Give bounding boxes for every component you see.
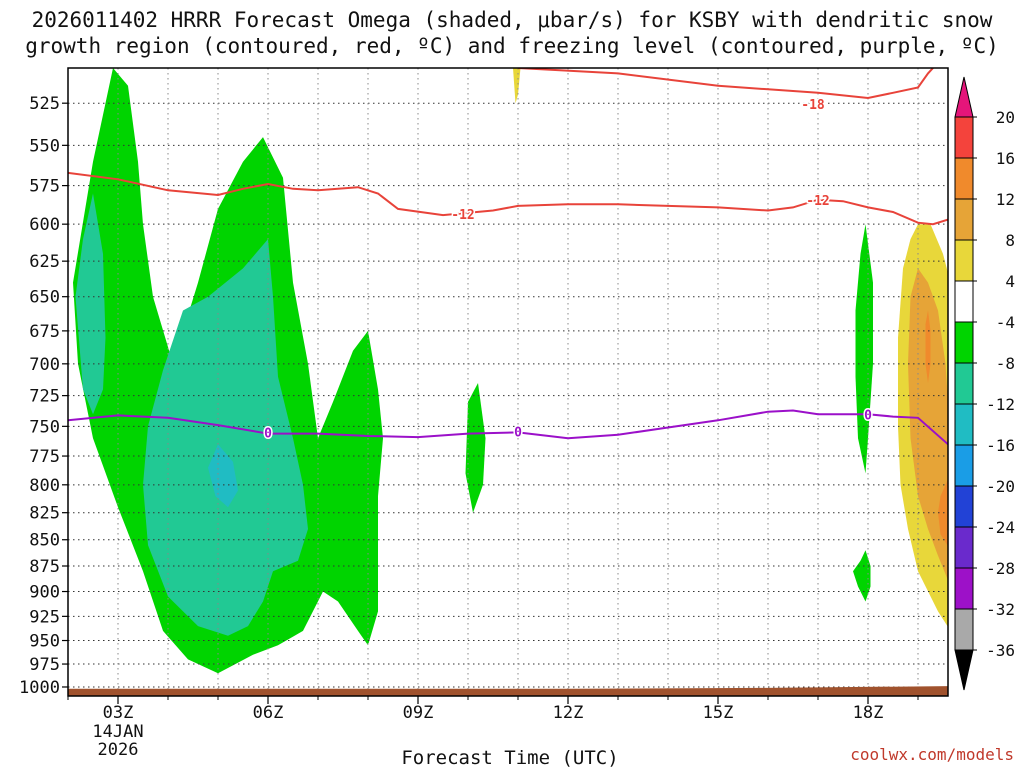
red-contour-0 <box>517 68 934 100</box>
omega-region-4 <box>513 68 521 104</box>
temperature-contours: -18 -12 0 0 0 -12 <box>68 68 948 446</box>
red-contour-label-1: -12 <box>451 208 474 223</box>
colorbar: 20 16 12 8 4 -4 -8 -12 -16 -20 -24 -28 -32 -36 <box>954 76 1015 691</box>
colorbar-label-3: 8 <box>1005 231 1015 250</box>
y-tick-label-725: 725 <box>29 387 60 407</box>
omega-region-1 <box>143 239 308 636</box>
y-tick-label-875: 875 <box>29 557 60 577</box>
y-tick-label-975: 975 <box>29 655 60 675</box>
terrain-fill <box>68 686 948 696</box>
colorbar-bin-7 <box>954 403 974 446</box>
colorbar-label-5: -4 <box>996 313 1015 332</box>
purple-contour-0 <box>68 409 948 446</box>
grid-lines <box>67 68 948 696</box>
colorbar-label-9: -20 <box>986 477 1015 496</box>
omega-region-3 <box>208 444 238 508</box>
x-tick-label-03Z: 03Z <box>103 703 134 723</box>
colorbar-bin-5 <box>954 321 974 364</box>
chart-title-line-2: growth region (contoured, red, ºC) and f… <box>25 34 999 58</box>
colorbar-label-6: -8 <box>996 354 1015 373</box>
colorbar-bin-0 <box>954 116 974 159</box>
colorbar-over-triangle <box>954 76 974 118</box>
colorbar-label-11: -28 <box>986 559 1015 578</box>
colorbar-label-1: 16 <box>996 149 1015 168</box>
omega-region-10 <box>925 310 931 383</box>
x-tick-label-18Z: 18Z <box>853 703 884 723</box>
omega-shading <box>73 68 948 674</box>
x-tick-label-06Z: 06Z <box>253 703 284 723</box>
y-tick-label-925: 925 <box>29 607 60 627</box>
omega-region-6 <box>855 224 873 474</box>
y-tick-label-525: 525 <box>29 94 60 114</box>
y-tick-label-950: 950 <box>29 632 60 652</box>
chart-title-line-1: 2026011402 HRRR Forecast Omega (shaded, … <box>32 8 993 32</box>
omega-region-7 <box>853 550 871 602</box>
colorbar-bin-11 <box>954 567 974 610</box>
colorbar-bin-6 <box>954 362 974 405</box>
credit-text: coolwx.com/models <box>850 745 1014 764</box>
y-tick-label-750: 750 <box>29 417 60 437</box>
colorbar-bin-1 <box>954 157 974 200</box>
plot-frame <box>67 67 949 697</box>
y-tick-label-600: 600 <box>29 215 60 235</box>
x-tick-label-12Z: 12Z <box>553 703 584 723</box>
y-tick-label-575: 575 <box>29 177 60 197</box>
red-contour-label-0: -18 <box>801 98 825 113</box>
terrain-polygon <box>68 686 948 696</box>
omega-region-9 <box>908 268 948 581</box>
red-contour-1 <box>68 171 948 226</box>
y-tick-label-775: 775 <box>29 447 60 467</box>
y-tick-label-625: 625 <box>29 252 60 272</box>
y-tick-label-1000: 1000 <box>19 678 60 698</box>
omega-region-5 <box>465 383 486 513</box>
colorbar-label-8: -16 <box>986 436 1015 455</box>
x-tick-label-15Z: 15Z <box>703 703 734 723</box>
x-tick-label-09Z: 09Z <box>403 703 434 723</box>
y-tick-label-675: 675 <box>29 322 60 342</box>
omega-region-2 <box>75 193 106 415</box>
y-tick-label-825: 825 <box>29 504 60 524</box>
y-axis-pressure: 525 550 575 600 625 650 675 700 725 750 775 800 825 8… <box>19 94 68 698</box>
colorbar-label-12: -32 <box>986 600 1015 619</box>
colorbar-bin-10 <box>954 526 974 569</box>
colorbar-label-13: -36 <box>986 641 1015 660</box>
y-tick-label-850: 850 <box>29 531 60 551</box>
colorbar-under-triangle <box>954 649 974 691</box>
purple-contour-label-0: 0 <box>264 427 272 442</box>
contour-extra-label-1: 0 <box>864 408 872 423</box>
colorbar-bin-12 <box>954 608 974 651</box>
x-tick-sublabel-date: 14JAN <box>92 722 143 742</box>
y-tick-label-900: 900 <box>29 583 60 603</box>
colorbar-bin-9 <box>954 485 974 528</box>
colorbar-bin-8 <box>954 444 974 487</box>
contour-extra-label-2: -12 <box>806 194 829 209</box>
colorbar-label-2: 12 <box>996 190 1015 209</box>
y-tick-label-550: 550 <box>29 136 60 156</box>
colorbar-label-0: 20 <box>996 108 1015 127</box>
contour-extra-label-0: 0 <box>514 425 522 440</box>
y-tick-label-800: 800 <box>29 476 60 496</box>
colorbar-label-7: -12 <box>986 395 1015 414</box>
colorbar-bin-2 <box>954 198 974 241</box>
colorbar-label-4: 4 <box>1005 272 1015 291</box>
y-tick-label-650: 650 <box>29 288 60 308</box>
colorbar-label-10: -24 <box>986 518 1015 537</box>
colorbar-bin-4 <box>954 280 974 323</box>
colorbar-bin-3 <box>954 239 974 282</box>
x-axis-title: Forecast Time (UTC) <box>401 747 618 768</box>
x-tick-sublabel-year: 2026 <box>98 740 139 760</box>
y-tick-label-700: 700 <box>29 355 60 375</box>
